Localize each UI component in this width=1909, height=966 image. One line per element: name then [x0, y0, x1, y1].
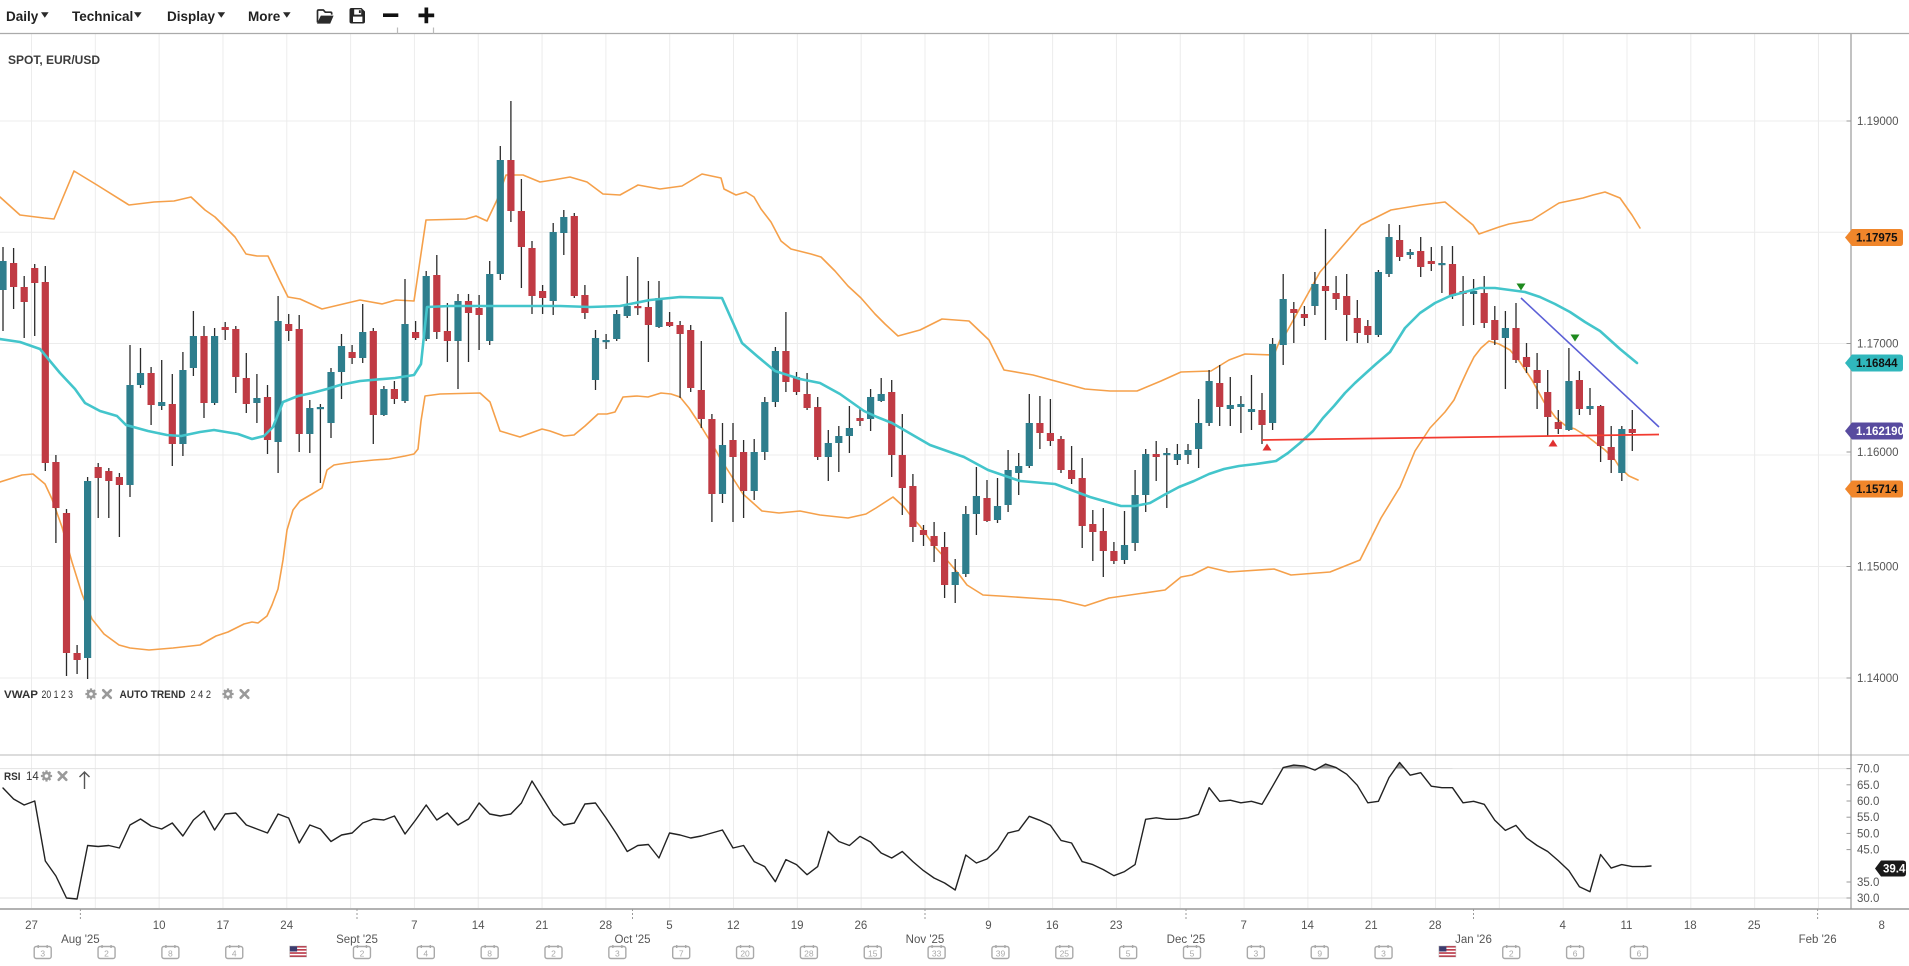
- svg-text:AUTO TREND: AUTO TREND: [120, 689, 186, 701]
- svg-text:33: 33: [932, 949, 942, 959]
- svg-text:24: 24: [280, 920, 293, 932]
- svg-text:60.0: 60.0: [1857, 796, 1879, 808]
- svg-text:Jan '26: Jan '26: [1455, 934, 1492, 946]
- svg-text:2 4 2: 2 4 2: [191, 689, 212, 701]
- svg-text:1.16844: 1.16844: [1856, 358, 1898, 370]
- svg-text:2: 2: [1509, 949, 1514, 959]
- svg-text:14: 14: [1301, 920, 1314, 932]
- svg-text:Sept '25: Sept '25: [336, 934, 378, 946]
- svg-text:35.0: 35.0: [1857, 877, 1879, 889]
- svg-text:20: 20: [740, 949, 750, 959]
- svg-text:7: 7: [1240, 920, 1246, 932]
- svg-text:2: 2: [104, 949, 109, 959]
- svg-text:14: 14: [472, 920, 485, 932]
- svg-text:28: 28: [1429, 920, 1442, 932]
- svg-text:8: 8: [168, 949, 173, 959]
- svg-text:2: 2: [551, 949, 556, 959]
- svg-text:Aug '25: Aug '25: [61, 934, 100, 946]
- svg-text:3: 3: [40, 949, 45, 959]
- svg-text:15: 15: [868, 949, 878, 959]
- svg-text:1.17000: 1.17000: [1857, 339, 1899, 351]
- svg-text:5: 5: [1190, 949, 1195, 959]
- svg-text:1.14000: 1.14000: [1857, 673, 1899, 685]
- svg-text:Feb '26: Feb '26: [1799, 934, 1837, 946]
- svg-text:10: 10: [153, 920, 166, 932]
- svg-text:23: 23: [1110, 920, 1123, 932]
- svg-text:55.0: 55.0: [1857, 812, 1879, 824]
- svg-text:19: 19: [791, 920, 804, 932]
- svg-text:More: More: [248, 9, 281, 24]
- svg-text:1.15000: 1.15000: [1857, 562, 1899, 574]
- svg-text:5: 5: [1126, 949, 1131, 959]
- svg-text:Display: Display: [167, 9, 216, 24]
- svg-text:Technical: Technical: [72, 9, 133, 24]
- svg-text:39: 39: [996, 949, 1006, 959]
- svg-text:6: 6: [1573, 949, 1578, 959]
- svg-text:25: 25: [1060, 949, 1070, 959]
- svg-text:1.15714: 1.15714: [1856, 484, 1898, 496]
- svg-text:5: 5: [666, 920, 672, 932]
- svg-text:25: 25: [1748, 920, 1761, 932]
- svg-text:Oct '25: Oct '25: [614, 934, 650, 946]
- svg-text:7: 7: [679, 949, 684, 959]
- svg-text:14: 14: [26, 771, 39, 783]
- svg-text:20 1 2 3: 20 1 2 3: [42, 689, 74, 701]
- svg-text:9: 9: [985, 920, 991, 932]
- svg-text:28: 28: [804, 949, 814, 959]
- svg-text:8: 8: [1878, 920, 1884, 932]
- svg-text:4: 4: [232, 949, 237, 959]
- svg-text:45.0: 45.0: [1857, 845, 1879, 857]
- svg-text:21: 21: [536, 920, 549, 932]
- svg-text:28: 28: [599, 920, 612, 932]
- svg-text:VWAP: VWAP: [4, 689, 38, 701]
- svg-text:16: 16: [1046, 920, 1059, 932]
- svg-text:Nov '25: Nov '25: [906, 934, 945, 946]
- svg-text:7: 7: [411, 920, 417, 932]
- svg-text:11: 11: [1621, 920, 1633, 932]
- svg-text:18: 18: [1684, 920, 1697, 932]
- svg-text:1.16000: 1.16000: [1857, 447, 1899, 459]
- svg-text:1.162190: 1.162190: [1856, 426, 1904, 438]
- svg-text:27: 27: [25, 920, 38, 932]
- svg-text:4: 4: [1559, 920, 1566, 932]
- svg-text:4: 4: [423, 949, 428, 959]
- svg-text:1.17975: 1.17975: [1856, 233, 1898, 245]
- svg-text:Daily: Daily: [6, 9, 39, 24]
- svg-text:12: 12: [727, 920, 740, 932]
- svg-text:26: 26: [855, 920, 868, 932]
- svg-text:17: 17: [217, 920, 230, 932]
- svg-text:70.0: 70.0: [1857, 764, 1879, 776]
- svg-text:SPOT, EUR/USD: SPOT, EUR/USD: [8, 53, 100, 67]
- svg-text:3: 3: [1253, 949, 1258, 959]
- svg-text:3: 3: [615, 949, 620, 959]
- svg-text:8: 8: [487, 949, 492, 959]
- svg-text:6: 6: [1637, 949, 1642, 959]
- svg-text:3: 3: [1381, 949, 1386, 959]
- svg-text:30.0: 30.0: [1857, 893, 1879, 905]
- svg-text:RSI: RSI: [4, 771, 21, 783]
- svg-text:1.19000: 1.19000: [1857, 116, 1899, 128]
- svg-text:21: 21: [1365, 920, 1378, 932]
- svg-text:50.0: 50.0: [1857, 828, 1879, 840]
- svg-text:39.4: 39.4: [1883, 864, 1906, 876]
- svg-text:9: 9: [1317, 949, 1322, 959]
- svg-text:Dec '25: Dec '25: [1167, 934, 1206, 946]
- svg-text:2: 2: [360, 949, 365, 959]
- svg-text:65.0: 65.0: [1857, 780, 1879, 792]
